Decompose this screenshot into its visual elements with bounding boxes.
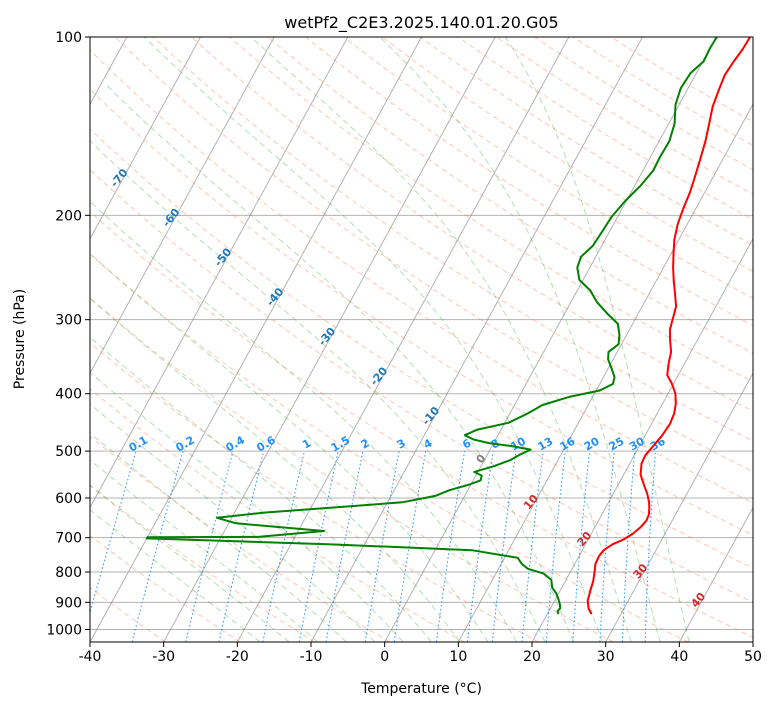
moist-adiabat-line <box>90 297 461 642</box>
y-tick-label: 200 <box>55 208 82 224</box>
y-tick-label: 900 <box>55 595 82 611</box>
dry-adiabat-label: -80 <box>56 126 79 150</box>
isotherm-line <box>90 37 275 375</box>
dry-adiabat-line <box>90 297 614 642</box>
dry-adiabat-label: -90 <box>4 87 27 111</box>
moist-adiabat-line <box>90 459 319 642</box>
dry-adiabats <box>90 37 753 642</box>
y-tick-label: 1000 <box>46 622 82 638</box>
x-tick-label: -20 <box>226 649 249 665</box>
y-tick-label: 400 <box>55 387 82 403</box>
dry-adiabat-line <box>114 37 753 473</box>
plot-frame <box>89 36 754 643</box>
x-tick-label: -40 <box>79 649 102 665</box>
mixing-ratio-line <box>218 450 265 642</box>
dry-adiabat-line <box>90 210 753 638</box>
moist-adiabat-line <box>90 140 546 642</box>
moist-adiabat-line <box>90 200 517 642</box>
moist-adiabat-line <box>505 37 690 642</box>
mixing-ratio-line <box>545 451 566 642</box>
mixing-ratio-lines <box>90 450 656 642</box>
moist-adiabat-line <box>90 371 404 642</box>
x-tick-label: 20 <box>523 649 541 665</box>
y-tick-label: 700 <box>55 531 82 547</box>
y-tick-label: 600 <box>55 491 82 507</box>
moist-adiabat-line <box>90 252 489 642</box>
plot-background <box>90 37 753 642</box>
mixing-ratio-line <box>90 450 137 615</box>
skewed-isotherms <box>90 37 753 642</box>
profile-series <box>145 37 751 615</box>
dry-adiabat-line <box>90 388 465 642</box>
mixing-ratio-line <box>262 450 305 642</box>
dry-adiabat-line <box>90 342 540 642</box>
dry-adiabat-line <box>90 435 390 642</box>
isotherm-line <box>90 37 201 240</box>
mixing-ratio-line <box>467 451 494 642</box>
x-tick-label: 40 <box>670 649 688 665</box>
x-axis-ticks: -40 -30 -20 -10 0 10 20 30 40 50 <box>79 642 762 665</box>
dry-adiabat-line <box>191 37 753 412</box>
moist-adiabat-line <box>250 37 632 642</box>
dewpoint-profile-line <box>145 37 718 615</box>
mixing-ratio-line <box>491 451 517 642</box>
x-tick-label: 0 <box>380 649 389 665</box>
dry-adiabat-line <box>90 253 689 642</box>
dry-adiabat-line <box>90 484 315 642</box>
isotherm-line <box>310 37 643 642</box>
mixing-ratio-line <box>521 451 544 642</box>
isotherm-line <box>90 37 422 642</box>
moist-adiabat-line <box>104 83 575 642</box>
dry-adiabat-line <box>90 88 753 536</box>
x-axis-label: Temperature (°C) <box>360 681 482 697</box>
moist-adiabats <box>90 37 690 642</box>
isotherm-line <box>90 37 349 509</box>
dry-adiabat-line <box>343 37 753 299</box>
mixing-ratio-line <box>131 450 184 642</box>
temperature-profile-line <box>586 37 751 615</box>
x-tick-label: 30 <box>597 649 615 665</box>
mixing-ratio-line <box>435 451 466 642</box>
x-tick-label: -30 <box>152 649 175 665</box>
plot-area: 0.10.20.40.611.52346810131620253036-100-… <box>4 37 753 642</box>
dry-adiabat-line <box>267 37 753 354</box>
moist-adiabat-line <box>90 336 432 642</box>
isotherm-line <box>678 506 753 642</box>
y-tick-label: 100 <box>55 30 82 46</box>
y-tick-label: 500 <box>55 444 82 460</box>
isotherm-line <box>236 37 570 642</box>
x-tick-label: 10 <box>449 649 467 665</box>
mixing-ratio-line <box>185 450 234 642</box>
chart-title: wetPf2_C2E3.2025.140.01.20.G05 <box>284 13 558 33</box>
moist-adiabat-line <box>379 37 661 642</box>
dry-adiabat-line <box>90 169 753 603</box>
x-tick-label: 50 <box>744 649 762 665</box>
y-tick-label: 300 <box>55 313 82 329</box>
isotherm-line <box>531 237 753 642</box>
dry-adiabat-line <box>90 534 241 642</box>
y-axis-label: Pressure (hPa) <box>12 289 28 389</box>
x-tick-label: -10 <box>300 649 323 665</box>
dry-adiabat-line <box>90 586 166 642</box>
y-tick-label: 800 <box>55 565 82 581</box>
isotherm-line <box>457 103 753 642</box>
isotherm-line <box>752 640 753 642</box>
isotherm-line <box>605 372 753 642</box>
y-axis-ticks: 100 200 300 400 500 600 700 800 900 1000 <box>46 30 90 638</box>
moist-adiabat-line <box>90 432 347 642</box>
dry-adiabat-line <box>90 128 753 569</box>
moist-adiabat-line <box>90 509 261 642</box>
mixing-ratio-line <box>572 451 590 642</box>
isotherm-line <box>384 37 717 642</box>
